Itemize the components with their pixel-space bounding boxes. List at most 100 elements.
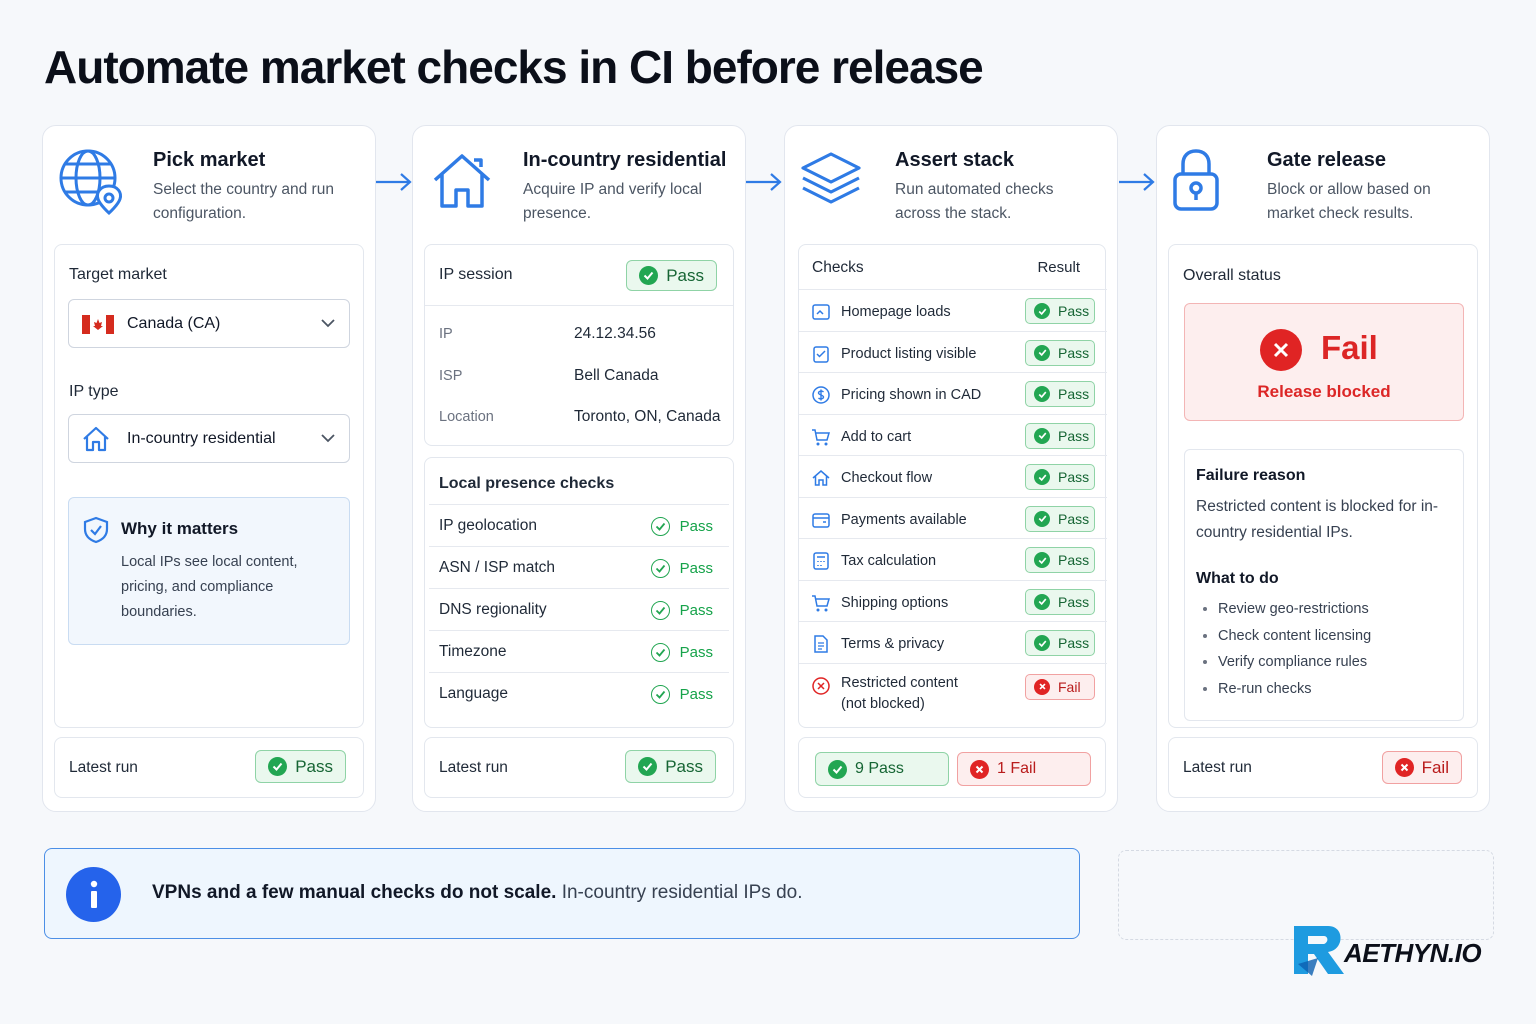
step-header: Gate release Block or allow based on mar…	[1157, 126, 1489, 238]
result-text: Pass	[1058, 469, 1090, 485]
table-row: Product listing visible Pass	[799, 330, 1107, 373]
status-badge: Pass	[255, 750, 346, 783]
table-row: Homepage loads Pass	[799, 289, 1107, 331]
brand-mark-icon	[1294, 926, 1344, 976]
check-label: DNS regionality	[439, 601, 547, 618]
table-row: Checkout flow Pass	[799, 455, 1107, 497]
fail-count-text: 1 Fail	[997, 760, 1037, 777]
check-circle-icon	[650, 517, 670, 536]
step-in-country-residential: In-country residential Acquire IP and ve…	[412, 125, 746, 812]
table-row: Shipping options Pass	[799, 579, 1107, 622]
dollar-icon	[812, 386, 830, 404]
check-circle-icon	[650, 601, 670, 620]
latest-run-card: Latest run Pass	[424, 737, 734, 798]
ip-type-value: In-country residential	[127, 430, 276, 447]
check-status: Pass	[650, 601, 713, 620]
check-label: Tax calculation	[841, 553, 937, 569]
local-presence-title: Local presence checks	[439, 475, 615, 492]
step-title: In-country residential	[523, 149, 727, 171]
list-item: Verify compliance rules	[1218, 649, 1371, 676]
globe-pin-icon	[59, 149, 122, 216]
step-header: Pick market Select the country and run c…	[43, 126, 375, 238]
status-text: Fail	[1421, 757, 1449, 777]
latest-run-label: Latest run	[69, 759, 138, 776]
result-badge: Pass	[1025, 505, 1095, 532]
status-badge: Pass	[626, 260, 717, 291]
document-icon	[814, 635, 828, 653]
result-text: Pass	[1058, 635, 1090, 651]
status-badge: Fail	[1381, 751, 1462, 784]
list-item: ASN / ISP match Pass	[429, 546, 729, 588]
why-title: Why it matters	[121, 519, 239, 538]
ip-session-label: IP session	[439, 266, 513, 283]
ip-session-panel: IP session Pass IP 24.12.34.56 ISP Bell …	[424, 244, 734, 446]
check-circle-icon	[650, 559, 670, 578]
check-label: Add to cart	[841, 428, 912, 445]
x-circle-icon	[1260, 329, 1302, 371]
result-badge: Pass	[1025, 464, 1095, 490]
result-badge: Pass	[1025, 298, 1095, 324]
table-row: Add to cart Pass	[799, 413, 1107, 456]
check-circle-icon	[650, 685, 670, 704]
check-label: Terms & privacy	[841, 636, 945, 652]
check-label: Pricing shown in CAD	[841, 387, 982, 403]
todo-list: Review geo-restrictions Check content li…	[1218, 596, 1371, 702]
checks-table: Checks Result Homepage loads Pass Product …	[798, 244, 1107, 728]
table-row: Restricted content (not blocked) Fail	[799, 662, 1107, 712]
local-presence-panel: Local presence checks IP geolocation Pas…	[424, 457, 734, 728]
table-row: Pricing shown in CAD Pass	[799, 372, 1107, 414]
step-desc: Select the country and run configuration…	[153, 181, 334, 222]
wallet-icon	[812, 512, 830, 528]
result-text: Pass	[1058, 303, 1090, 319]
check-icon	[1034, 510, 1050, 527]
status-badge: Pass	[625, 750, 716, 783]
check-label: Timezone	[439, 643, 507, 660]
x-circle-icon	[812, 676, 830, 695]
column-header-checks: Checks	[812, 259, 864, 276]
isp-key: ISP	[439, 368, 463, 384]
chevron-down-icon	[321, 319, 335, 328]
step-desc: Block or allow based on market check res…	[1267, 181, 1431, 222]
check-icon	[1034, 386, 1050, 402]
info-bold: VPNs and a few manual checks do not scal…	[152, 882, 557, 903]
check-icon	[268, 757, 288, 776]
result-badge: Pass	[1025, 547, 1095, 573]
step-desc: Acquire IP and verify local presence.	[523, 181, 702, 222]
check-icon	[639, 266, 659, 285]
check-label: Shipping options	[841, 594, 949, 611]
ip-type-label: IP type	[69, 383, 119, 400]
ip-type-select[interactable]: In-country residential	[68, 414, 350, 463]
target-market-value: Canada (CA)	[127, 315, 221, 332]
check-status-text: Pass	[679, 602, 713, 619]
result-badge: Pass	[1025, 381, 1095, 407]
check-icon	[1034, 303, 1050, 319]
overall-status-sub: Release blocked	[1257, 382, 1391, 401]
result-badge: Pass	[1025, 339, 1095, 366]
check-label: Homepage loads	[841, 304, 951, 320]
list-item: Check content licensing	[1218, 623, 1371, 650]
list-item: Re-run checks	[1218, 676, 1371, 703]
target-market-select[interactable]: Canada (CA)	[68, 299, 350, 348]
house-icon	[433, 154, 491, 208]
check-icon	[1034, 552, 1050, 568]
check-label: Payments available	[841, 511, 967, 528]
check-icon	[828, 759, 847, 779]
flow-arrow-icon	[1119, 173, 1155, 191]
latest-run-card: Latest run Pass	[54, 737, 364, 798]
ip-key: IP	[439, 326, 453, 342]
step-pick-market: Pick market Select the country and run c…	[42, 125, 376, 812]
result-text: Pass	[1058, 510, 1090, 527]
result-text: Pass	[1058, 427, 1090, 444]
list-item: Language Pass	[429, 672, 729, 714]
flow-arrow-icon	[376, 173, 412, 191]
check-status-text: Pass	[679, 686, 713, 703]
result-text: Pass	[1058, 344, 1090, 361]
check-status: Pass	[650, 517, 713, 536]
status-text: Pass	[665, 756, 703, 776]
table-row: Tax calculation Pass	[799, 538, 1107, 580]
overall-status-text: Fail	[1321, 329, 1378, 366]
brand-logo: AETHYN.IO	[1292, 924, 1492, 978]
location-key: Location	[439, 409, 494, 425]
check-label: Language	[439, 685, 508, 702]
list-item: DNS regionality Pass	[429, 588, 729, 630]
